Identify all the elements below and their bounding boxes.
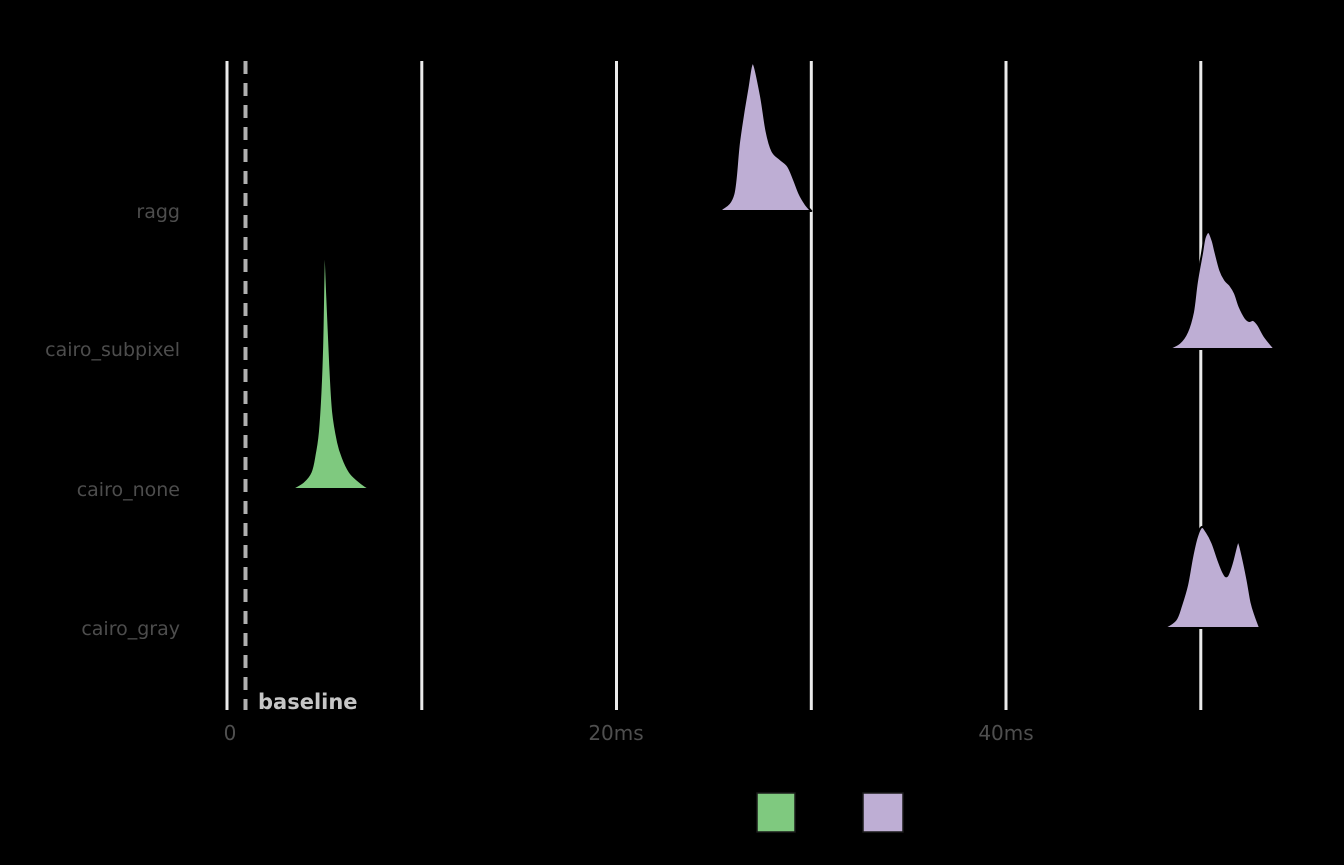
y-axis-label-cairo-gray: cairo_gray bbox=[81, 618, 180, 640]
annotation-baseline-label: baseline bbox=[258, 690, 358, 714]
y-axis-label-ragg: ragg bbox=[136, 201, 180, 223]
y-axis-label-cairo-none: cairo_none bbox=[77, 479, 180, 501]
legend-purple-swatch bbox=[862, 792, 904, 833]
y-axis-label-cairo-subpixel: cairo_subpixel bbox=[45, 339, 180, 361]
legend bbox=[756, 792, 904, 833]
density-cairo_none bbox=[290, 240, 373, 490]
density-ridges bbox=[290, 61, 1276, 629]
x-gridlines bbox=[225, 61, 1203, 710]
x-tick-label-20ms: 20ms bbox=[588, 721, 643, 745]
density-cairo_gray bbox=[1162, 525, 1262, 629]
density-cairo_subpixel bbox=[1166, 230, 1276, 350]
legend-green-swatch bbox=[756, 792, 796, 833]
x-tick-label-0: 0 bbox=[224, 721, 237, 745]
x-tick-label-40ms: 40ms bbox=[978, 721, 1033, 745]
density-ragg bbox=[712, 61, 813, 212]
